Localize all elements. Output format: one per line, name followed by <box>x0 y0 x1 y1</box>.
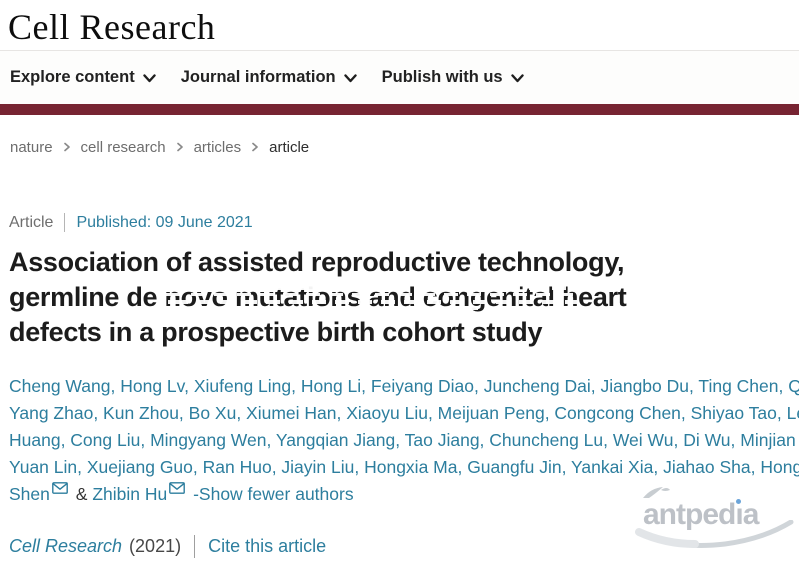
journal-logo[interactable]: Cell Research <box>8 7 216 47</box>
breadcrumb: nature cell research articles article <box>10 139 799 156</box>
breadcrumb-item-articles[interactable]: articles <box>193 139 242 156</box>
chevron-down-icon <box>510 72 524 83</box>
author-links-line[interactable]: Yuan Lin, Xuejiang Guo, Ran Huo, Jiayin … <box>9 457 799 477</box>
watermark-text: antpedı a <box>643 498 759 531</box>
citation-row: Cell Research (2021) Cite this article <box>9 535 799 558</box>
nav-item-explore-content[interactable]: Explore content <box>10 68 156 87</box>
main-nav: Explore content Journal information Publ… <box>0 51 799 104</box>
article-meta-row: Article Published: 09 June 2021 <box>9 213 799 232</box>
citation-year: (2021) <box>129 536 182 556</box>
breadcrumb-item-nature[interactable]: nature <box>10 139 53 156</box>
author-list: Cheng Wang, Hong Lv, Xiufeng Ling, Hong … <box>9 373 799 508</box>
published-date: Published: 09 June 2021 <box>76 213 253 231</box>
author-link[interactable]: Zhibin Hu <box>92 484 168 504</box>
nav-item-label: Journal information <box>180 68 336 86</box>
watermark-swoosh <box>635 519 795 559</box>
nav-item-label: Explore content <box>10 68 135 86</box>
nav-item-journal-information[interactable]: Journal information <box>181 68 357 87</box>
citation-divider <box>194 535 196 558</box>
show-fewer-authors-link[interactable]: -Show fewer authors <box>193 484 354 504</box>
chevron-right-icon <box>63 142 71 152</box>
title-line: germline de novo mutations and congenita… <box>9 282 627 312</box>
watermark-leaf-icon <box>641 484 671 505</box>
watermark-i-dot <box>736 499 742 504</box>
author-links-line[interactable]: Cheng Wang, Hong Lv, Xiufeng Ling, Hong … <box>9 376 799 396</box>
title-line: defects in a prospective birth cohort st… <box>9 317 543 347</box>
breadcrumb-item-article-current: article <box>269 139 310 156</box>
article-type-label: Article <box>9 213 54 231</box>
chevron-down-icon <box>142 72 156 83</box>
ampersand-text: & <box>75 484 88 504</box>
email-envelope-icon[interactable] <box>51 475 68 502</box>
author-link[interactable]: Shen <box>9 484 50 504</box>
author-links-line-last: Shen & Zhibin Hu -Show fewer authors <box>9 481 799 508</box>
cite-this-article-link[interactable]: Cite this article <box>208 536 327 556</box>
author-links-line[interactable]: Yang Zhao, Kun Zhou, Bo Xu, Xiumei Han, … <box>9 403 799 423</box>
title-line: Association of assisted reproductive tec… <box>9 247 625 277</box>
brand-accent-bar <box>0 104 799 115</box>
author-links-line[interactable]: Huang, Cong Liu, Mingyang Wen, Yangqian … <box>9 430 799 450</box>
chevron-down-icon <box>343 72 357 83</box>
meta-divider <box>64 213 66 232</box>
header-divider <box>0 50 799 51</box>
nav-item-label: Publish with us <box>381 68 503 86</box>
email-envelope-icon[interactable] <box>169 475 186 502</box>
breadcrumb-item-cell-research[interactable]: cell research <box>80 139 166 156</box>
journal-header: Cell Research <box>0 0 799 50</box>
chevron-right-icon <box>251 142 259 152</box>
journal-name-link[interactable]: Cell Research <box>9 536 123 556</box>
article-title: Association of assisted reproductive tec… <box>9 245 789 350</box>
chevron-right-icon <box>176 142 184 152</box>
antpedia-watermark: antpedı a <box>635 486 795 554</box>
nav-item-publish-with-us[interactable]: Publish with us <box>382 68 524 87</box>
